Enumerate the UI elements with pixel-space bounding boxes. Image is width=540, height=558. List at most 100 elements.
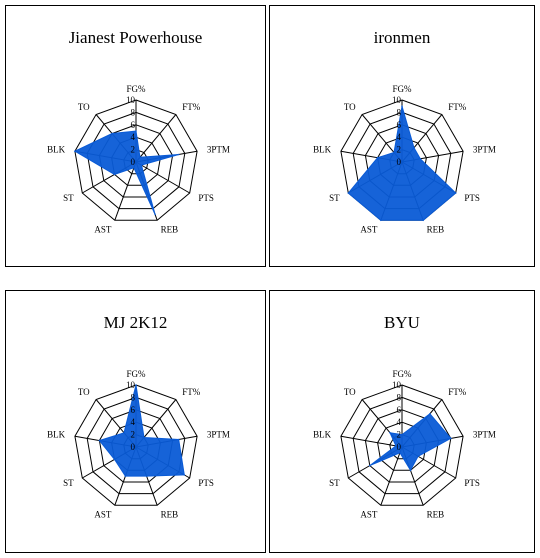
axis-label-to: TO	[78, 387, 90, 397]
axis-label-ftpct: FT%	[182, 102, 201, 112]
axis-label-blk: BLK	[313, 430, 332, 440]
tick-label: 0	[397, 157, 402, 167]
tick-label: 8	[131, 392, 136, 402]
chart-panel-byu: BYU 0 2 4 6 8 10 FG% FT% 3PTM PTS REB AST ST BLK TO	[269, 290, 535, 553]
axis-label-fgpct: FG%	[126, 84, 146, 94]
axis-label-st: ST	[329, 478, 340, 488]
grid-ring	[340, 384, 464, 506]
data-point-pts	[454, 192, 457, 194]
data-point-ftpct	[429, 413, 431, 415]
data-series-area	[98, 384, 185, 477]
data-point-3ptm	[419, 158, 422, 160]
data-point-pts	[417, 455, 419, 458]
data-point-to	[393, 151, 395, 154]
axis-label-blk: BLK	[47, 145, 66, 155]
data-point-st	[369, 464, 371, 467]
axis-label-st: ST	[329, 193, 340, 203]
tick-label: 4	[131, 132, 136, 142]
chart-panel-mj-2k12: MJ 2K12 0 2 4 6 8 10 FG% FT% 3PTM PTS REB AST ST BLK T…	[5, 290, 266, 553]
data-point-pts	[140, 164, 143, 166]
grid-ring	[74, 384, 198, 506]
axis-label-reb: REB	[427, 510, 445, 520]
data-point-reb	[145, 475, 148, 477]
tick-label: 10	[126, 95, 136, 105]
tick-label: 2	[131, 430, 136, 440]
chart-title: ironmen	[373, 28, 431, 47]
data-point-fgpct	[401, 433, 403, 436]
axis-spoke	[135, 114, 177, 163]
data-point-to	[389, 432, 391, 434]
axis-label-3ptm: 3PTM	[207, 430, 230, 440]
data-point-pts	[183, 474, 186, 476]
data-series-area	[73, 130, 179, 215]
axis-label-ast: AST	[94, 225, 112, 235]
tick-label: 2	[397, 430, 402, 440]
axis-spoke	[114, 161, 137, 221]
axis-label-pts: PTS	[464, 193, 480, 203]
data-point-reb	[154, 213, 156, 216]
axis-label-to: TO	[344, 102, 356, 112]
data-point-ast	[124, 475, 127, 477]
tick-label: 8	[397, 107, 402, 117]
data-point-st	[113, 173, 116, 176]
axis-spoke	[135, 161, 190, 194]
data-point-ftpct	[139, 156, 141, 159]
axis-label-3ptm: 3PTM	[473, 145, 496, 155]
data-point-ast	[380, 219, 382, 222]
tick-label: 4	[131, 417, 136, 427]
axis-label-3ptm: 3PTM	[207, 145, 230, 155]
data-point-st	[347, 192, 350, 194]
chart-title: BYU	[384, 313, 420, 332]
tick-label: 8	[131, 107, 136, 117]
data-point-to	[123, 432, 125, 434]
axis-label-pts: PTS	[198, 193, 214, 203]
tick-label: 10	[392, 380, 402, 390]
data-point-ast	[133, 167, 135, 169]
axis-label-blk: BLK	[313, 145, 332, 155]
axis-spoke	[380, 446, 403, 506]
axis-label-fgpct: FG%	[126, 369, 146, 379]
grid-ring	[352, 396, 452, 495]
data-series-area	[347, 106, 457, 221]
tick-label: 0	[131, 442, 136, 452]
data-point-to	[111, 132, 113, 135]
data-point-blk	[98, 439, 101, 442]
data-point-blk	[376, 156, 379, 159]
chart-title: MJ 2K12	[103, 313, 168, 332]
grid-ring	[86, 396, 186, 495]
tick-label: 0	[131, 157, 136, 167]
data-point-reb	[409, 469, 412, 472]
axis-label-st: ST	[63, 478, 74, 488]
tick-label: 6	[397, 405, 402, 415]
axis-label-ftpct: FT%	[448, 102, 467, 112]
axis-label-blk: BLK	[47, 430, 66, 440]
tick-label: 4	[397, 132, 402, 142]
axis-label-reb: REB	[161, 225, 179, 235]
axis-label-pts: PTS	[464, 478, 480, 488]
axis-label-fgpct: FG%	[392, 369, 412, 379]
grid-ring	[86, 111, 186, 210]
tick-label: 8	[397, 392, 402, 402]
data-point-ftpct	[143, 436, 145, 439]
axis-label-ast: AST	[94, 510, 112, 520]
axis-label-st: ST	[63, 193, 74, 203]
axis-label-to: TO	[344, 387, 356, 397]
grid-ring	[98, 409, 174, 483]
data-point-3ptm	[177, 153, 180, 156]
data-point-3ptm	[177, 438, 180, 441]
axis-label-to: TO	[78, 102, 90, 112]
data-point-fgpct	[135, 384, 137, 386]
axis-spoke	[340, 435, 403, 448]
tick-label: 6	[131, 120, 136, 130]
data-point-ftpct	[413, 147, 415, 149]
chart-panel-jianest-powerhouse: Jianest Powerhouse 0 2 4 6 8 10 FG% FT% 3PTM PTS R…	[5, 5, 266, 267]
chart-title: Jianest Powerhouse	[68, 28, 203, 47]
tick-label: 10	[126, 380, 136, 390]
tick-label: 10	[392, 95, 402, 105]
axis-label-reb: REB	[161, 510, 179, 520]
tick-label: 0	[397, 442, 402, 452]
